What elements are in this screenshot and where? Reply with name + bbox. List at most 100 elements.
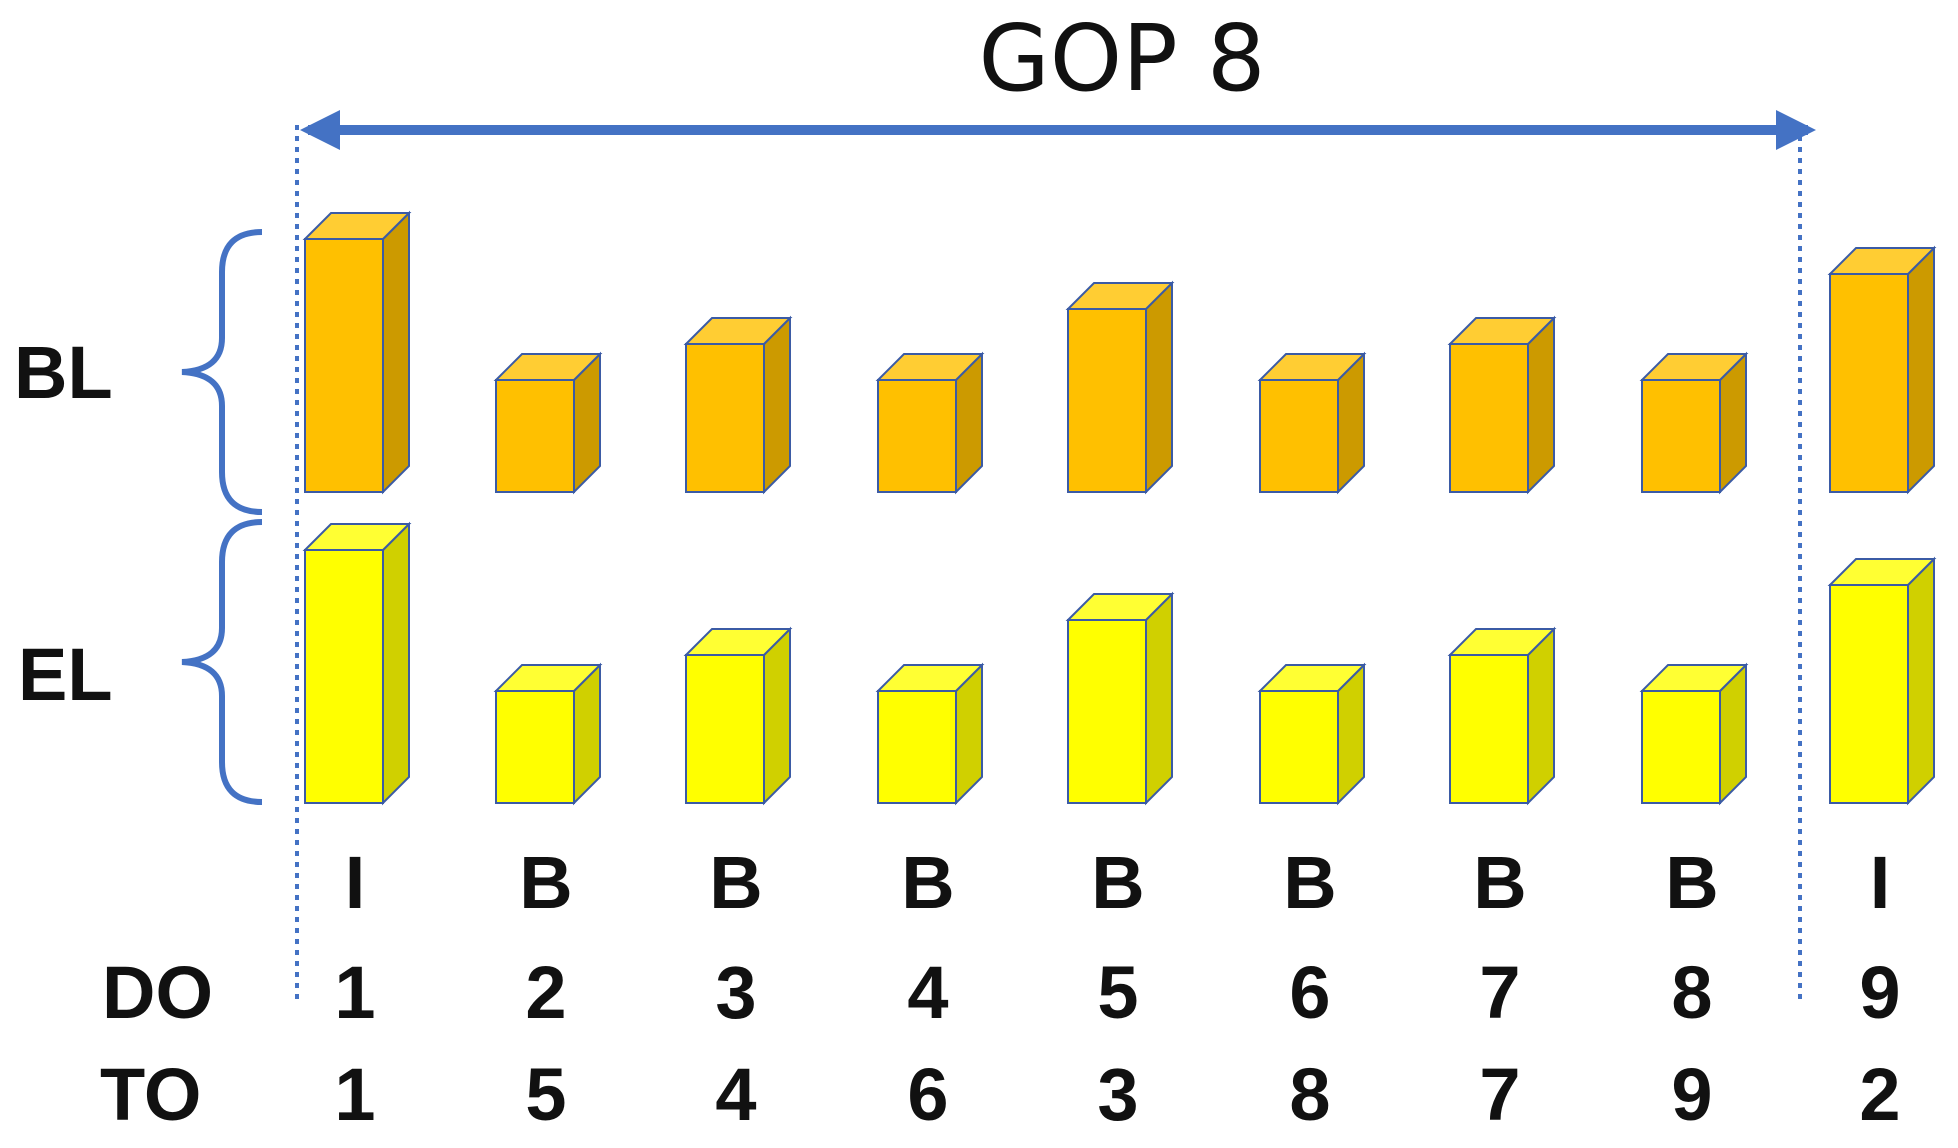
bar-front bbox=[1067, 619, 1147, 804]
frame-bar-bl-9 bbox=[1827, 245, 1937, 495]
frame-bar-el-5 bbox=[1065, 591, 1175, 806]
do-value-6: 6 bbox=[1289, 951, 1330, 1034]
layer-label-bl: BL bbox=[14, 331, 113, 414]
frame-bar-bl-1 bbox=[302, 210, 412, 495]
frame-type-9: I bbox=[1870, 841, 1891, 924]
bar-side bbox=[1527, 315, 1555, 495]
bar-side bbox=[763, 315, 791, 495]
bar-top bbox=[1827, 558, 1937, 586]
bar-top bbox=[1065, 593, 1175, 621]
frame-bar-el-7 bbox=[1447, 626, 1557, 806]
bar-side bbox=[1907, 245, 1935, 495]
bar-side bbox=[1527, 626, 1555, 806]
bar-front bbox=[495, 690, 575, 804]
to-value-3: 4 bbox=[715, 1053, 756, 1136]
bar-front bbox=[1641, 379, 1721, 493]
to-value-6: 8 bbox=[1289, 1053, 1330, 1136]
bar-side bbox=[382, 521, 410, 806]
do-value-5: 5 bbox=[1097, 951, 1138, 1034]
do-value-9: 9 bbox=[1859, 951, 1900, 1034]
frame-type-4: B bbox=[901, 841, 954, 924]
bar-top bbox=[1639, 353, 1749, 381]
frame-type-3: B bbox=[709, 841, 762, 924]
bar-top bbox=[1447, 317, 1557, 345]
bar-side bbox=[382, 210, 410, 495]
bar-top bbox=[683, 317, 793, 345]
frame-type-1: I bbox=[345, 841, 366, 924]
bar-side bbox=[1145, 591, 1173, 806]
bar-front bbox=[1829, 273, 1909, 493]
frame-bar-bl-7 bbox=[1447, 315, 1557, 495]
to-value-8: 9 bbox=[1671, 1053, 1712, 1136]
bar-front bbox=[1259, 690, 1339, 804]
frame-bar-bl-6 bbox=[1257, 351, 1367, 495]
to-value-9: 2 bbox=[1859, 1053, 1900, 1136]
bar-top bbox=[1639, 664, 1749, 692]
frame-type-5: B bbox=[1091, 841, 1144, 924]
do-value-3: 3 bbox=[715, 951, 756, 1034]
to-value-7: 7 bbox=[1479, 1053, 1520, 1136]
bar-top bbox=[875, 353, 985, 381]
bar-front bbox=[495, 379, 575, 493]
bar-front bbox=[1449, 654, 1529, 804]
frame-bar-el-6 bbox=[1257, 662, 1367, 806]
bar-side bbox=[1907, 556, 1935, 806]
el-brace bbox=[181, 519, 263, 805]
frame-bar-el-9 bbox=[1827, 556, 1937, 806]
frame-bar-el-1 bbox=[302, 521, 412, 806]
bar-top bbox=[302, 212, 412, 240]
to-value-1: 1 bbox=[334, 1053, 375, 1136]
frame-bar-bl-5 bbox=[1065, 280, 1175, 495]
frame-labels: I 1 1 B 2 5 B 3 4 B 4 6 B 5 3 B 6 8 B 7 7 B 8 9 I 9 2 bbox=[334, 841, 1900, 1136]
do-value-8: 8 bbox=[1671, 951, 1712, 1034]
bar-side bbox=[1145, 280, 1173, 495]
bar-front bbox=[1829, 584, 1909, 804]
layer-label-el: EL bbox=[18, 633, 113, 716]
bar-top bbox=[302, 523, 412, 551]
order-label-to: TO bbox=[100, 1053, 201, 1136]
to-value-4: 6 bbox=[907, 1053, 948, 1136]
bar-front bbox=[304, 549, 384, 804]
bar-front bbox=[685, 343, 765, 493]
order-label-do: DO bbox=[102, 951, 213, 1034]
bar-top bbox=[493, 664, 603, 692]
frame-bar-el-2 bbox=[493, 662, 603, 806]
to-value-2: 5 bbox=[525, 1053, 566, 1136]
frame-bar-el-4 bbox=[875, 662, 985, 806]
bar-front bbox=[1259, 379, 1339, 493]
bar-top bbox=[875, 664, 985, 692]
do-value-2: 2 bbox=[525, 951, 566, 1034]
do-value-1: 1 bbox=[334, 951, 375, 1034]
frame-bar-bl-8 bbox=[1639, 351, 1749, 495]
bar-top bbox=[1827, 247, 1937, 275]
frame-bar-el-3 bbox=[683, 626, 793, 806]
bar-top bbox=[1257, 664, 1367, 692]
bar-front bbox=[304, 238, 384, 493]
bar-front bbox=[1067, 308, 1147, 493]
bar-front bbox=[685, 654, 765, 804]
frame-bar-el-8 bbox=[1639, 662, 1749, 806]
bl-brace bbox=[181, 229, 263, 515]
frame-type-8: B bbox=[1665, 841, 1718, 924]
bar-top bbox=[1257, 353, 1367, 381]
bar-front bbox=[877, 690, 957, 804]
bar-front bbox=[877, 379, 957, 493]
frame-bar-bl-2 bbox=[493, 351, 603, 495]
bar-front bbox=[1449, 343, 1529, 493]
bar-top bbox=[493, 353, 603, 381]
gop-title: GOP 8 bbox=[979, 5, 1266, 112]
frame-type-6: B bbox=[1283, 841, 1336, 924]
to-value-5: 3 bbox=[1097, 1053, 1138, 1136]
bar-side bbox=[763, 626, 791, 806]
bar-top bbox=[1065, 282, 1175, 310]
bar-top bbox=[1447, 628, 1557, 656]
frame-bar-bl-4 bbox=[875, 351, 985, 495]
bar-top bbox=[683, 628, 793, 656]
frame-type-2: B bbox=[519, 841, 572, 924]
frame-bars bbox=[302, 210, 1937, 806]
bar-front bbox=[1641, 690, 1721, 804]
frame-bar-bl-3 bbox=[683, 315, 793, 495]
do-value-4: 4 bbox=[907, 951, 948, 1034]
frame-type-7: B bbox=[1473, 841, 1526, 924]
